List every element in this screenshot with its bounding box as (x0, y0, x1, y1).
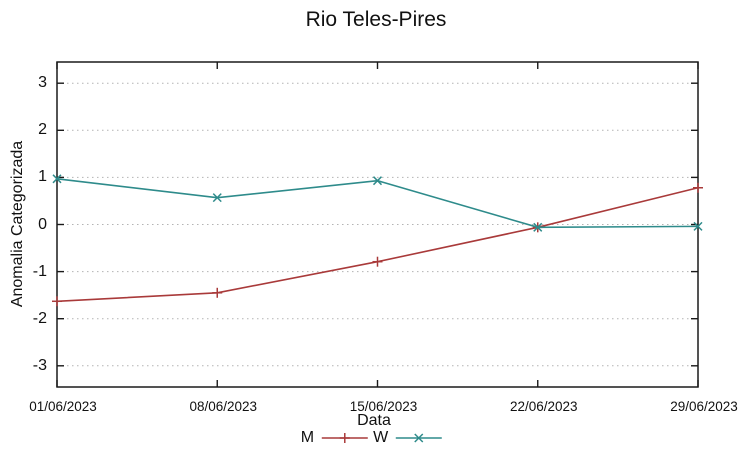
x-axis-title: Data (357, 412, 391, 429)
x-tick-label: 01/06/2023 (29, 399, 97, 414)
series-line-M (56, 186, 699, 303)
legend-entry-W: W (373, 429, 443, 447)
y-tick-label: -2 (32, 309, 47, 327)
y-tick-label: -1 (32, 262, 47, 280)
legend-sample-W (396, 433, 443, 443)
legend-label: W (373, 429, 389, 446)
y-tick-label: 2 (38, 121, 47, 139)
series-marker-W (693, 221, 703, 231)
series-marker-W (212, 193, 222, 203)
legend-sample-M (322, 433, 369, 443)
series-marker-W (533, 222, 543, 232)
y-tick-label: 1 (38, 168, 47, 186)
series-marker-W (372, 176, 383, 186)
legend-entry-M: M (301, 429, 369, 447)
x-tick-label: 08/06/2023 (189, 399, 258, 414)
y-tick-label: 3 (38, 74, 47, 92)
x-tick-label: 29/06/2023 (670, 399, 738, 414)
series-marker-W (52, 174, 62, 184)
series-line-W (56, 178, 699, 229)
x-tick-label: 22/06/2023 (509, 399, 578, 414)
y-tick-label: 0 (38, 215, 47, 233)
x-tick-label: 15/06/2023 (349, 399, 418, 414)
y-tick-label: -3 (32, 356, 47, 374)
legend-label: M (300, 429, 315, 446)
chart-title: Rio Teles-Pires (305, 8, 447, 31)
